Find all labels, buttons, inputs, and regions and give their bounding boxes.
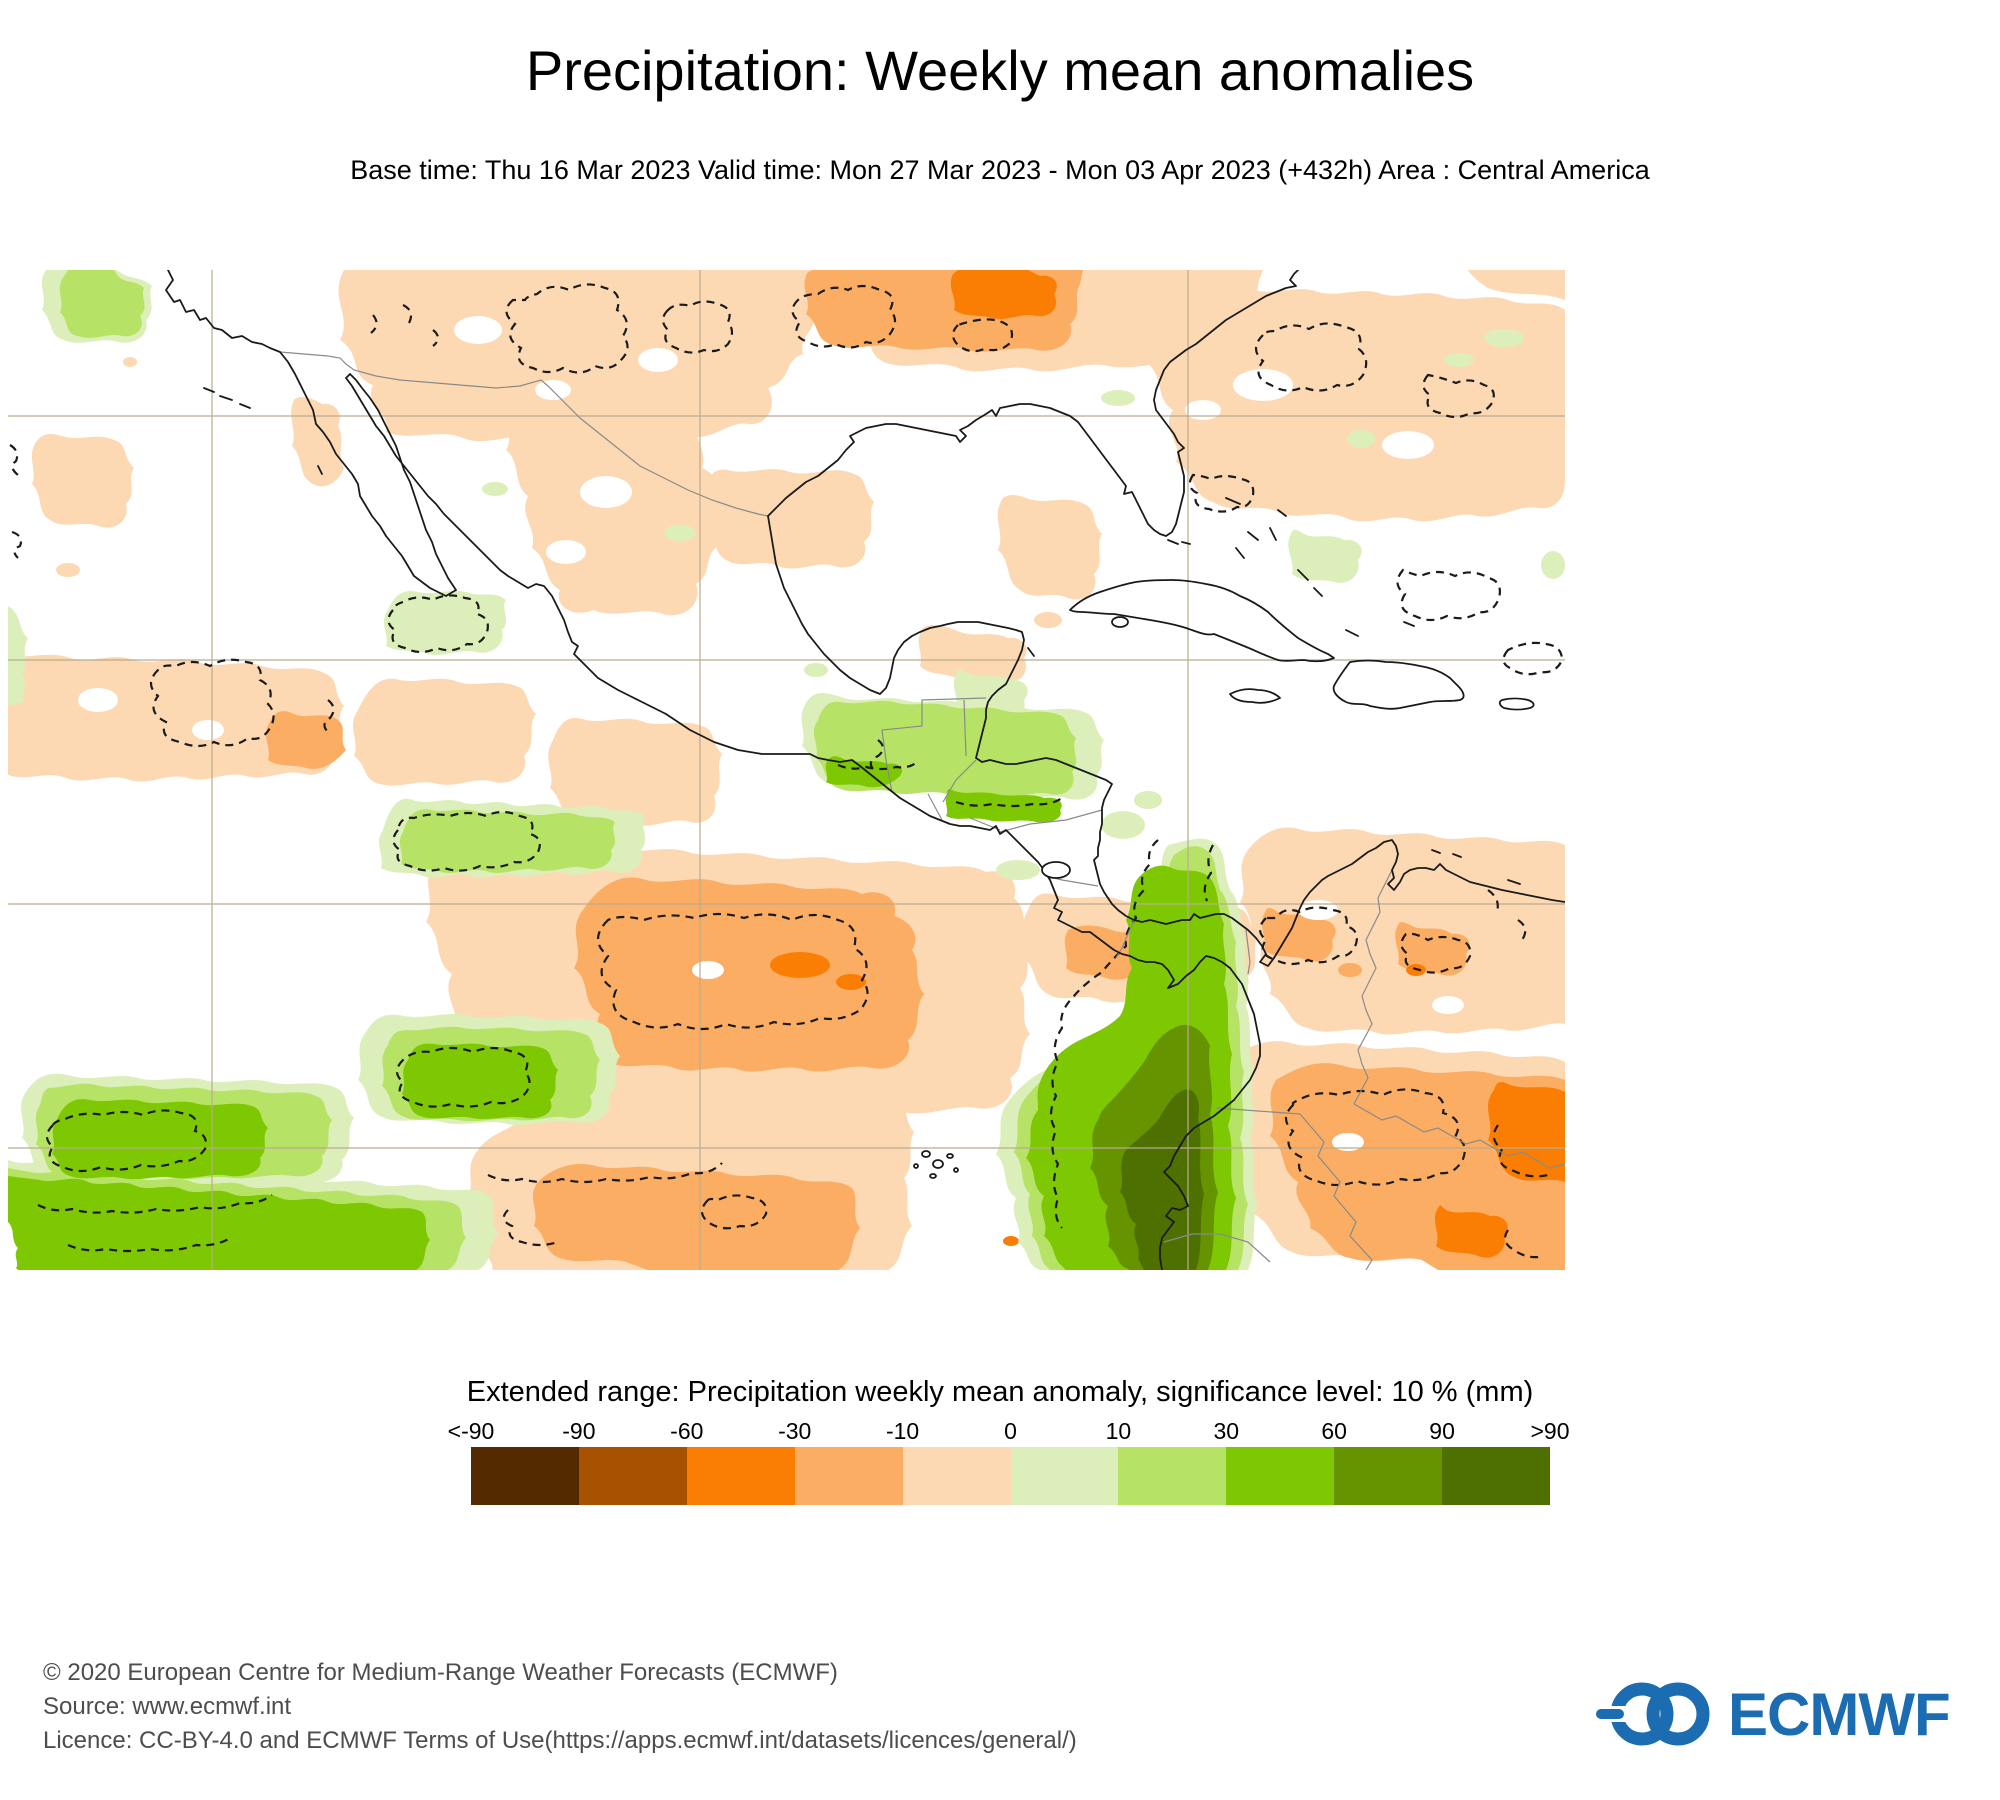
legend-tick-label: 90 xyxy=(1429,1418,1455,1444)
negative-anomaly-strong xyxy=(770,270,1565,1258)
field-holes xyxy=(78,316,1464,1151)
page-subtitle: Base time: Thu 16 Mar 2023 Valid time: M… xyxy=(350,155,1650,185)
page-title: Precipitation: Weekly mean anomalies xyxy=(525,39,1475,102)
footer-line: Licence: CC-BY-4.0 and ECMWF Terms of Us… xyxy=(43,1727,1077,1754)
significance-contours xyxy=(9,283,1564,1259)
country-borders xyxy=(279,351,1565,1270)
positive-anomaly-strong xyxy=(8,756,1236,1270)
legend-color-segment xyxy=(578,1447,687,1505)
legend-tick-label: 0 xyxy=(1004,1418,1017,1444)
ecmwf-logo-mark xyxy=(1592,1682,1710,1746)
legend-title: Extended range: Precipitation weekly mea… xyxy=(466,1376,1534,1408)
legend-tick-label: <-90 xyxy=(447,1418,495,1444)
ecmwf-logo-text: ECMWF xyxy=(1728,1680,1951,1748)
legend-color-segment xyxy=(686,1447,795,1505)
legend-color-segment xyxy=(1010,1447,1119,1505)
legend-color-segment xyxy=(794,1447,903,1505)
legend-colorbar xyxy=(471,1447,1551,1505)
positive-anomaly-darkest xyxy=(1120,1089,1204,1270)
legend-color-segment xyxy=(902,1447,1011,1505)
legend-tick-labels: <-90 -90 -60 -30 -10 0 10 30 60 90 >90 xyxy=(448,1418,1570,1446)
legend-tick-label: -60 xyxy=(670,1418,704,1444)
legend-tick-label: >90 xyxy=(1530,1418,1570,1444)
anomaly-map xyxy=(8,270,1565,1270)
legend-color-segment xyxy=(1334,1447,1443,1505)
footer-attribution: © 2020 European Centre for Medium-Range … xyxy=(43,1656,1077,1758)
footer-line: Source: www.ecmwf.int xyxy=(43,1693,292,1720)
grid-lines xyxy=(8,270,1565,1270)
legend-tick-label: -30 xyxy=(778,1418,812,1444)
legend-color-segment xyxy=(1226,1447,1335,1505)
legend-tick-label: 60 xyxy=(1321,1418,1347,1444)
legend-color-segment xyxy=(1118,1447,1227,1505)
negative-anomaly-medium xyxy=(265,270,1565,1270)
footer-line: © 2020 European Centre for Medium-Range … xyxy=(43,1659,838,1686)
legend-tick-label: 30 xyxy=(1213,1418,1240,1444)
legend-color-segment xyxy=(1442,1447,1551,1505)
ecmwf-logo: ECMWF xyxy=(1592,1678,1962,1750)
coastlines xyxy=(165,270,1565,1270)
legend-color-segment xyxy=(471,1447,579,1505)
legend-tick-label: -10 xyxy=(885,1418,920,1444)
legend-tick-label: -90 xyxy=(562,1418,596,1444)
map-container xyxy=(8,270,1565,1270)
legend-tick-label: 10 xyxy=(1105,1418,1132,1444)
